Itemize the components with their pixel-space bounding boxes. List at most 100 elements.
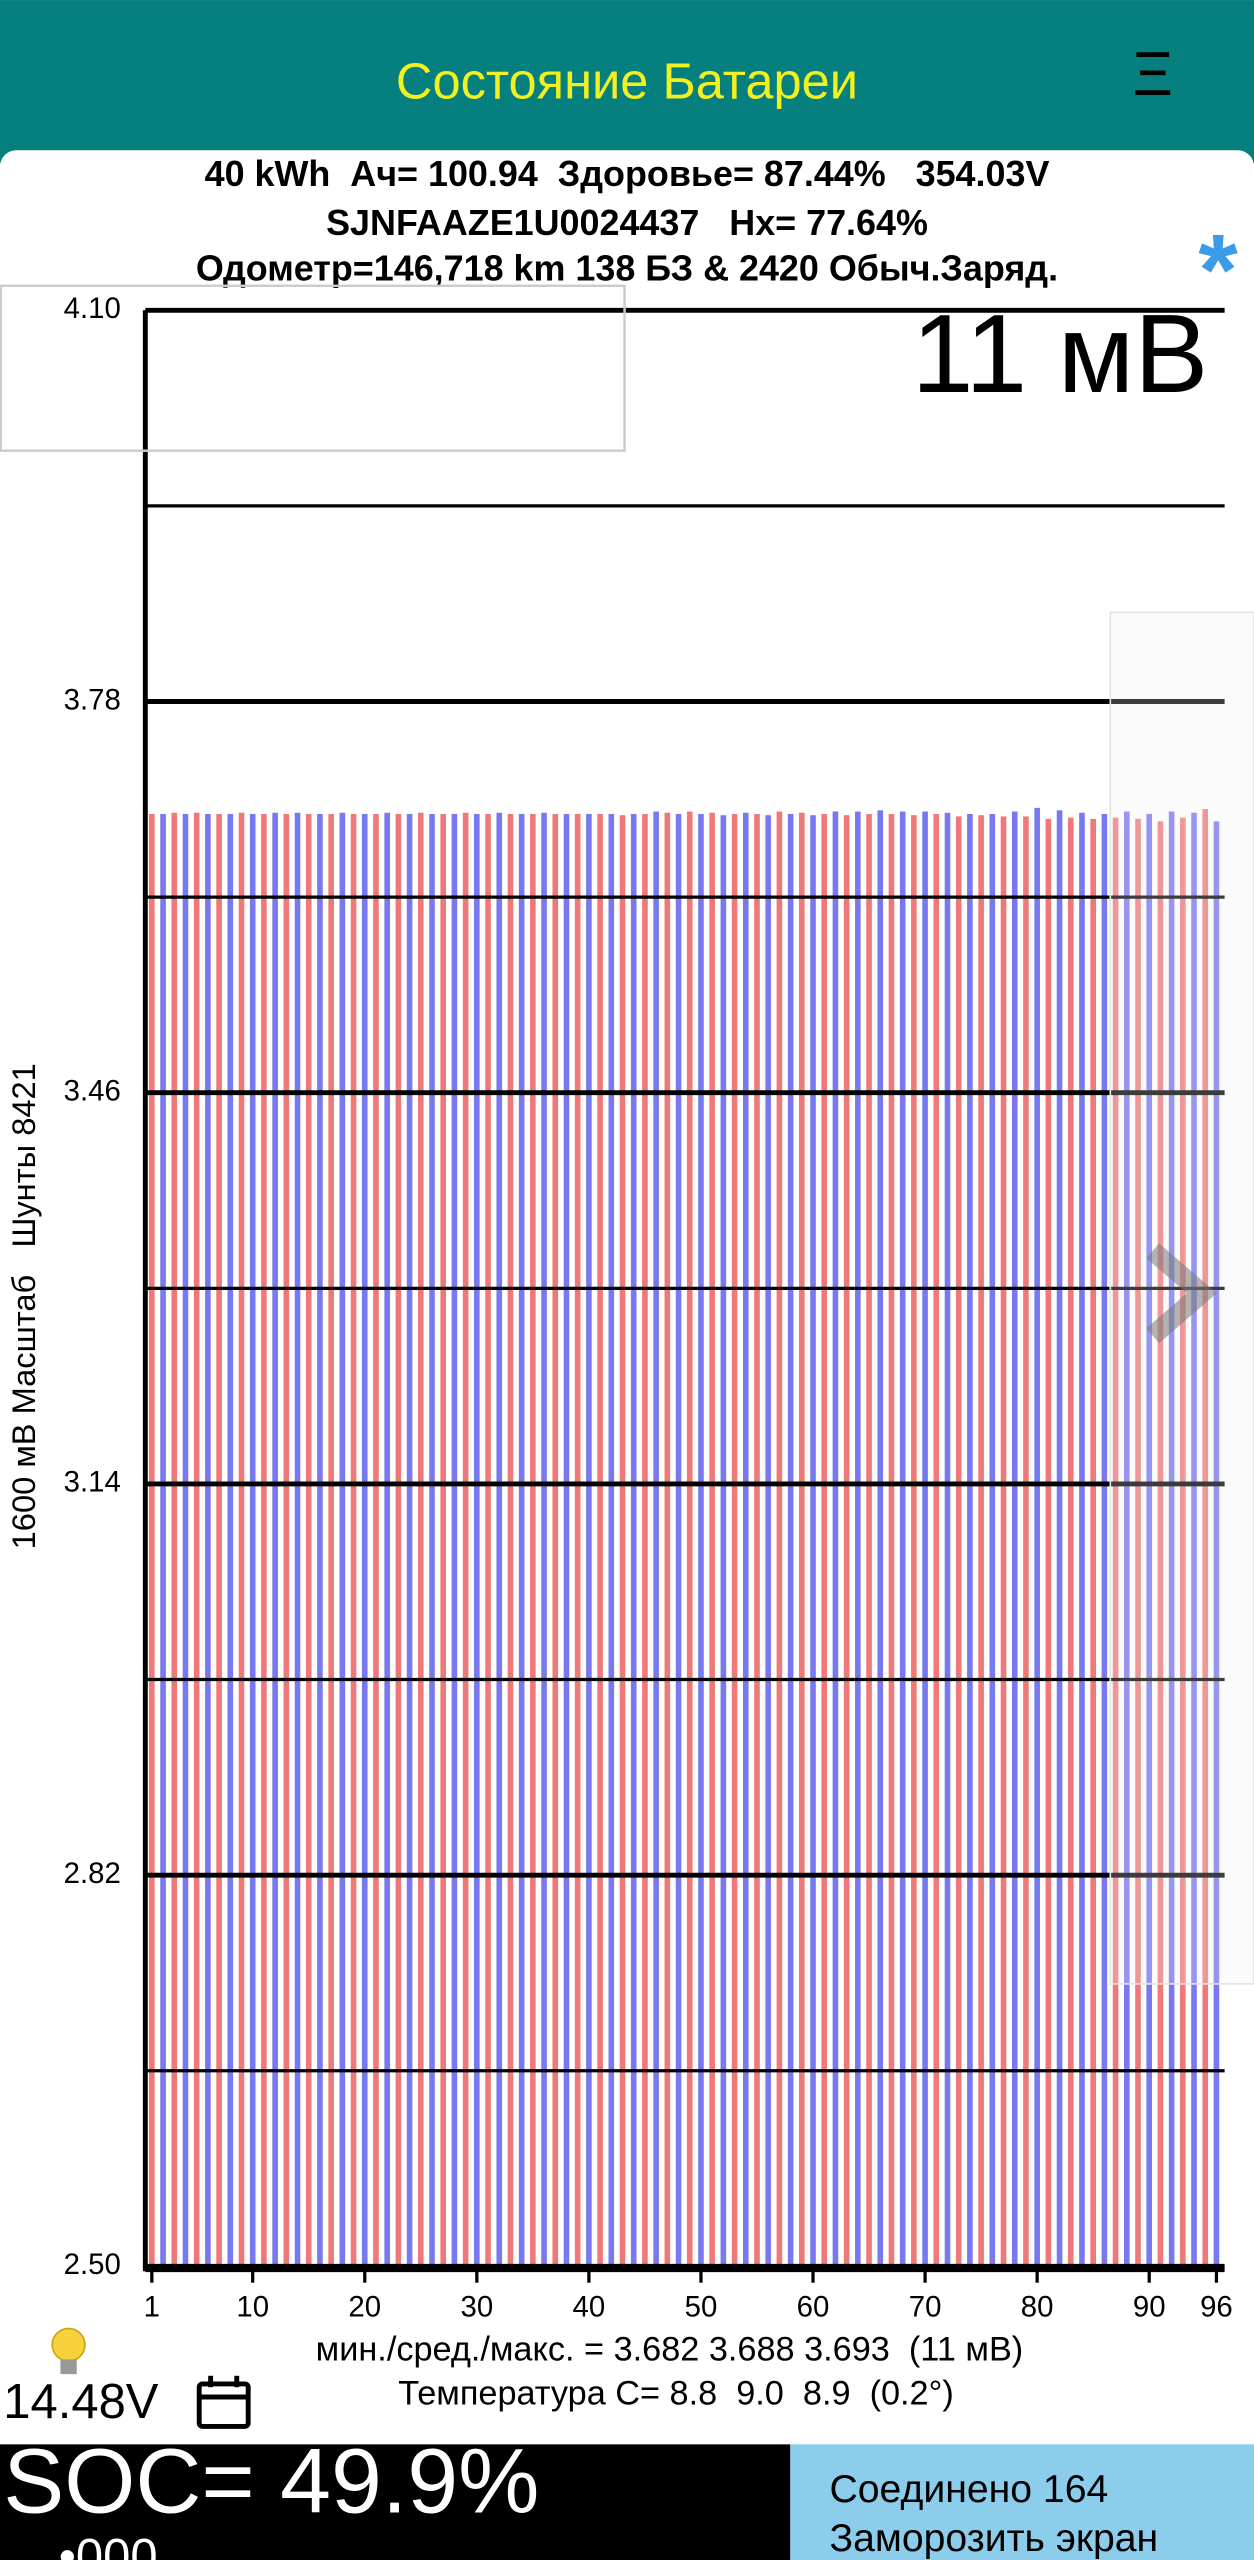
bar: [182, 813, 189, 2267]
bar: [1056, 810, 1063, 2267]
y-tick-label: 2.50: [64, 2248, 121, 2281]
bar: [238, 812, 245, 2267]
bar: [451, 813, 458, 2267]
bar: [1090, 818, 1096, 2267]
bar: [709, 812, 715, 2267]
info-line: 40 kWh Ач= 100.94 Здоровье= 87.44% 354.0…: [205, 153, 1050, 194]
bar: [305, 813, 312, 2267]
bar: [608, 813, 615, 2267]
bar: [205, 813, 211, 2267]
info-line: Одометр=146,718 km 138 БЗ & 2420 Обыч.За…: [196, 248, 1058, 289]
x-tick-label: 80: [1021, 2291, 1054, 2324]
x-tick-label: 40: [573, 2291, 606, 2324]
bar: [754, 813, 760, 2267]
bar: [944, 812, 951, 2267]
ghost-box: [0, 284, 626, 452]
bar: [1123, 811, 1130, 2267]
bar: [418, 812, 424, 2267]
bar: [272, 812, 278, 2267]
bar: [597, 813, 603, 2267]
bar: [406, 813, 413, 2267]
counter: •000: [59, 2530, 158, 2560]
bar: [799, 812, 805, 2267]
chart: 4.10 3.78 3.46 3.14 2.82 2.50 1 10 20 30 40 50 60 70 8…: [5, 291, 1233, 2324]
bar: [485, 813, 491, 2267]
bar: [518, 813, 525, 2267]
next-chevron[interactable]: [1146, 1243, 1217, 1344]
annotation: 11 мВ: [912, 291, 1208, 416]
y-tick-label: 3.78: [64, 683, 121, 716]
bar: [227, 813, 234, 2267]
bar: [149, 813, 155, 2267]
bar: [373, 813, 379, 2267]
connected: Соединено 164: [829, 2468, 1108, 2511]
bar: [1202, 809, 1209, 2267]
bar: [776, 811, 783, 2267]
bar: [496, 812, 503, 2267]
bar: [317, 813, 323, 2267]
star-button[interactable]: *: [1198, 213, 1238, 326]
soc-panel: [0, 2444, 791, 2560]
bar: [1213, 821, 1220, 2267]
y-tick-label: 4.10: [64, 292, 121, 325]
bar: [978, 815, 984, 2267]
bar: [530, 813, 536, 2267]
bar: [1191, 812, 1197, 2267]
bar: [294, 812, 301, 2267]
bar: [563, 813, 570, 2267]
header-title: Состояние Батареи: [396, 52, 858, 109]
bar: [1023, 816, 1029, 2267]
bulb-icon: [51, 2327, 86, 2375]
info-line: SJNFAAZE1U0024437 Hx= 77.64%: [326, 202, 928, 243]
bar: [843, 815, 850, 2267]
y-tick-label: 3.14: [64, 1466, 121, 1499]
x-tick-label: 20: [348, 2291, 381, 2324]
x-tick-label: 90: [1133, 2291, 1166, 2324]
freeze-button[interactable]: Заморозить экран: [829, 2517, 1158, 2560]
bar: [552, 813, 559, 2267]
bar: [810, 815, 816, 2267]
y-tick-label: 2.82: [64, 1857, 121, 1890]
calendar-icon[interactable]: [196, 2375, 251, 2429]
bar: [171, 812, 178, 2267]
bar: [429, 813, 435, 2267]
bar: [911, 815, 917, 2267]
bar: [866, 813, 872, 2267]
x-tick-label: 96: [1200, 2291, 1233, 2324]
bar: [1101, 813, 1108, 2267]
bar: [698, 813, 704, 2267]
temperature-line: Температура С= 8.8 9.0 8.9 (0.2°): [398, 2374, 954, 2412]
x-tick-label: 60: [797, 2291, 830, 2324]
bar: [877, 810, 884, 2267]
bar: [787, 813, 794, 2267]
header-bar: [0, 0, 1254, 164]
bar: [1034, 807, 1040, 2267]
bar: [630, 813, 637, 2267]
bar: [821, 813, 828, 2267]
bar: [899, 811, 906, 2267]
bar: [955, 816, 962, 2267]
bar: [216, 813, 222, 2267]
bar: [474, 813, 480, 2267]
bar: [888, 813, 895, 2267]
bar: [1135, 818, 1141, 2267]
bar: [922, 811, 928, 2267]
bar: [686, 811, 693, 2267]
bar: [160, 813, 166, 2267]
bar: [720, 815, 727, 2267]
bar: [586, 813, 592, 2267]
bar: [642, 813, 648, 2267]
soc: SOC= 49.9%: [3, 2431, 539, 2533]
bar: [742, 812, 749, 2267]
menu-button[interactable]: Ξ: [1133, 40, 1173, 109]
stats-line: мин./сред./макс. = 3.682 3.688 3.693 (11…: [316, 2330, 1024, 2368]
bar: [664, 812, 671, 2267]
x-tick-label: 50: [685, 2291, 718, 2324]
bar: [283, 813, 290, 2267]
bar: [361, 813, 368, 2267]
bar: [395, 813, 402, 2267]
x-tick-label: 1: [144, 2291, 160, 2324]
y-axis-label: 1600 мВ Масштаб Шунты 8421: [5, 1063, 42, 1549]
